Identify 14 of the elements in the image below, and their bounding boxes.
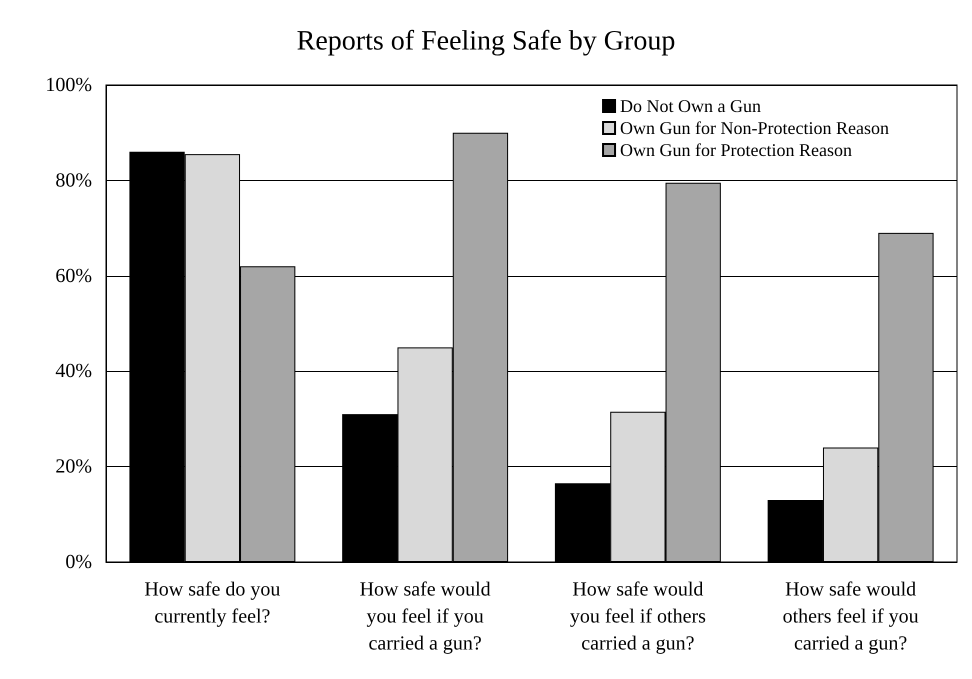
x-tick-label: How safe would you feel if others carried a gun? — [570, 578, 706, 654]
chart-title: Reports of Feeling Safe by Group — [296, 26, 676, 56]
y-tick-label: 0% — [65, 551, 92, 573]
x-tick-label: How safe would others feel if you carried a gun? — [782, 578, 919, 654]
y-tick-label: 80% — [55, 169, 92, 192]
legend-label: Do Not Own a Gun — [620, 96, 762, 116]
x-tick-label: How safe do you currently feel? — [144, 578, 280, 628]
y-tick-label: 40% — [55, 360, 92, 382]
legend-label: Own Gun for Protection Reason — [620, 140, 852, 160]
y-tick-label: 20% — [55, 456, 92, 478]
x-tick-label: How safe would you feel if you carried a gun? — [360, 578, 491, 654]
legend-label: Own Gun for Non-Protection Reason — [620, 118, 890, 138]
y-tick-label: 100% — [45, 74, 92, 96]
y-tick-label: 60% — [55, 264, 92, 287]
